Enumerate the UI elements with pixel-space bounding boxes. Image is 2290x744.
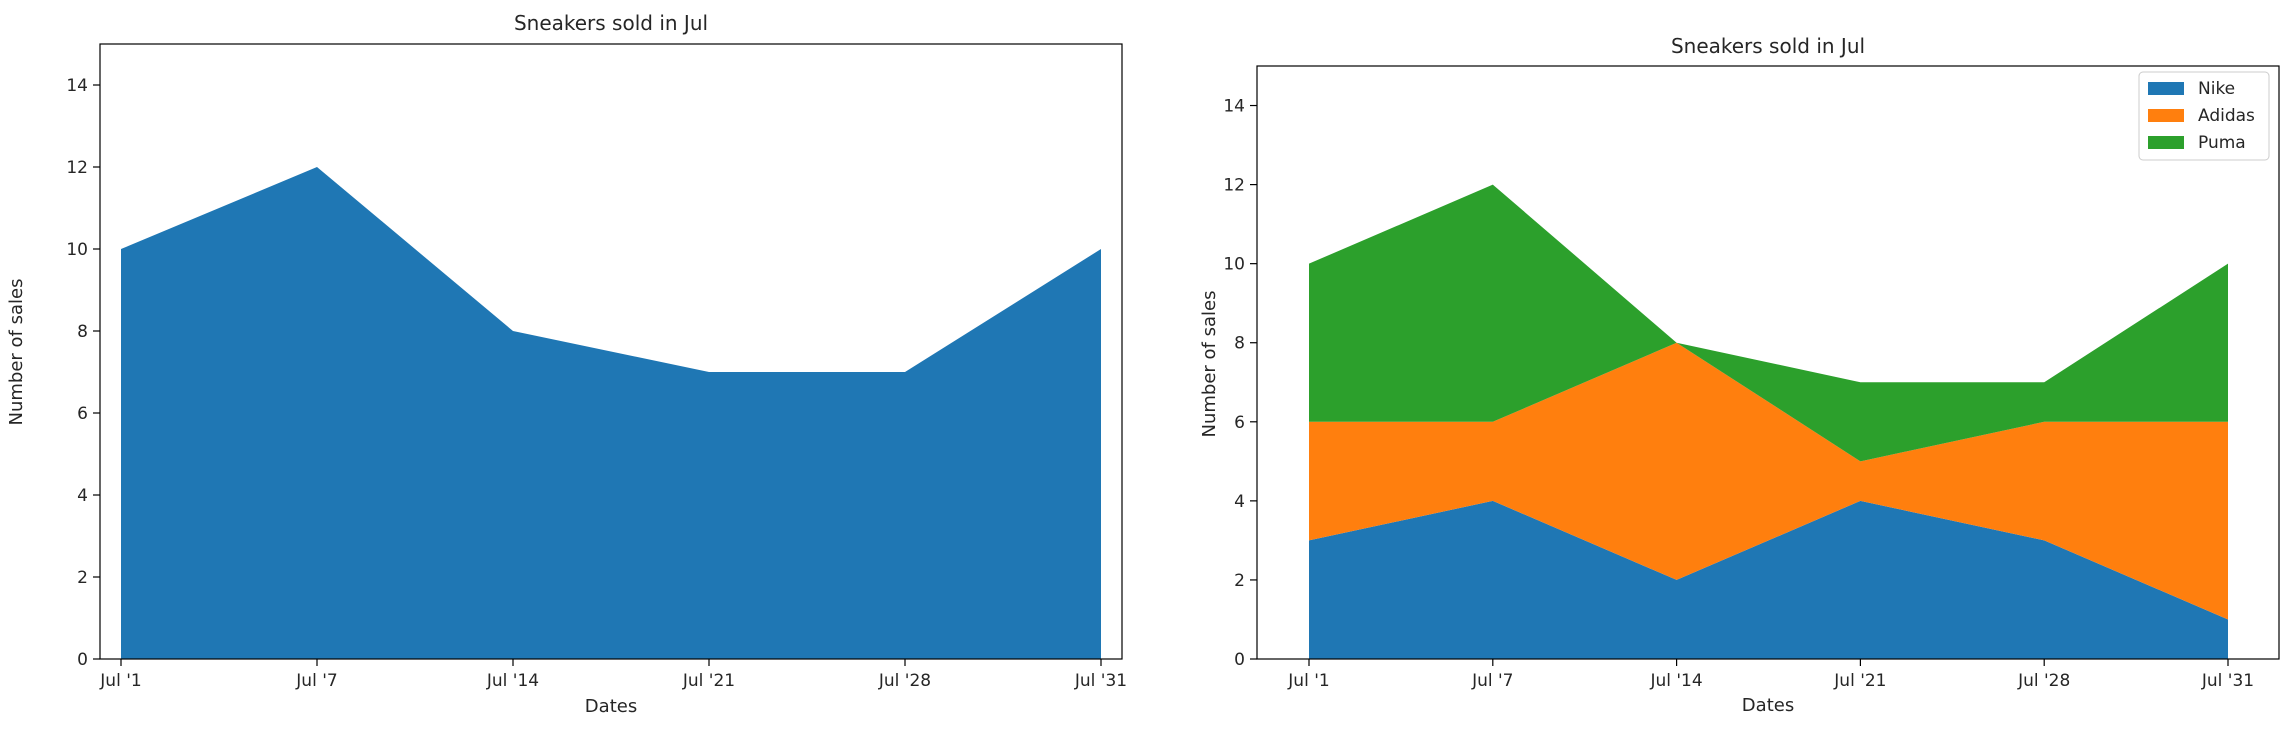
right-x-tick-label: Jul '7 [1471,671,1513,691]
legend-swatch-puma [2148,136,2184,149]
right-x-tick-label: Jul '21 [1833,671,1886,691]
right-x-tick-label: Jul '14 [1649,671,1702,691]
left-y-tick-label: 6 [77,404,88,424]
left-x-tick-label: Jul '7 [295,671,337,691]
left-y-tick-label: 10 [66,240,88,260]
left-y-tick-label: 4 [77,486,88,506]
left-y-tick-label: 2 [77,568,88,588]
legend-swatch-nike [2148,82,2184,95]
left-y-tick-label: 14 [66,76,88,96]
right-x-tick-label: Jul '1 [1287,671,1329,691]
left-y-tick-label: 12 [66,158,88,178]
chart-right-x-label: Dates [1742,695,1794,716]
legend-label-nike: Nike [2198,79,2235,99]
chart-left-x-ticks: Jul '1 Jul '7 Jul '14 Jul '21 Jul '28 Jul '31 [99,659,1127,691]
chart-right-legend: Nike Adidas Puma [2138,71,2270,161]
left-y-tick-label: 0 [77,650,88,670]
left-x-tick-label: Jul '28 [878,671,931,691]
chart-right-areas [1309,184,2228,659]
right-x-tick-label: Jul '31 [2201,671,2254,691]
right-y-tick-label: 0 [1234,650,1245,670]
right-area-nike [1309,500,2228,659]
left-x-tick-label: Jul '14 [486,671,539,691]
left-x-tick-label: Jul '1 [99,671,141,691]
left-y-tick-label: 8 [77,322,88,342]
left-area-series-0 [121,167,1101,659]
chart-right-y-ticks: 0 2 4 6 8 10 12 14 [1223,97,1257,670]
legend-swatch-adidas [2148,109,2184,122]
right-y-tick-label: 14 [1223,97,1245,117]
right-y-tick-label: 10 [1223,255,1245,275]
right-area-adidas [1309,342,2228,620]
chart-left-x-label: Dates [585,696,637,717]
legend-label-adidas: Adidas [2198,106,2255,126]
left-x-tick-label: Jul '31 [1074,671,1127,691]
right-x-tick-label: Jul '28 [2017,671,2070,691]
chart-left-y-label: Number of sales [6,279,27,426]
chart-left-title: Sneakers sold in Jul [514,11,708,35]
chart-right-x-ticks: Jul '1 Jul '7 Jul '14 Jul '21 Jul '28 Jul '31 [1287,659,2254,691]
right-y-tick-label: 2 [1234,571,1245,591]
right-area-puma [1309,184,2228,462]
chart-right-frame [1256,65,2280,660]
chart-right-y-label: Number of sales [1199,291,1220,438]
right-y-tick-label: 6 [1234,413,1245,433]
chart-left-frame [99,43,1123,660]
chart-right-title: Sneakers sold in Jul [1671,34,1865,58]
right-y-tick-label: 8 [1234,334,1245,354]
right-y-tick-label: 4 [1234,492,1245,512]
chart-left-areas [121,167,1101,659]
left-x-tick-label: Jul '21 [682,671,735,691]
right-y-tick-label: 12 [1223,176,1245,196]
legend-label-puma: Puma [2198,133,2246,153]
chart-left-y-ticks: 0 2 4 6 8 10 12 14 [66,76,100,670]
